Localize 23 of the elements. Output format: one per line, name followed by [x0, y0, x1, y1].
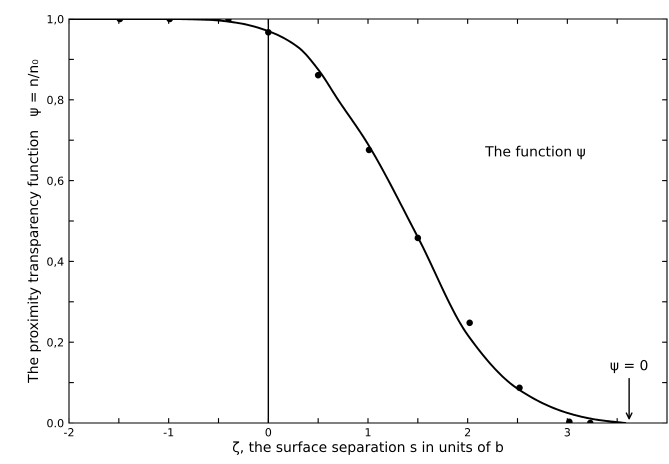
y-tick-label: 0,8	[47, 96, 64, 106]
point	[314, 72, 322, 78]
x-tick-label: 2	[464, 428, 470, 436]
x-tick-label: 0	[266, 428, 272, 436]
point	[466, 320, 473, 326]
annotation: The function ψ	[485, 146, 585, 160]
y-tick-label: 0,2	[47, 338, 64, 348]
y-tick-label: 0,6	[47, 176, 64, 186]
x-tick-label: 1	[366, 428, 371, 436]
y-axis-title: The proximity transparency function ψ = n/n₀	[27, 60, 41, 383]
y-tick-label: 1,0	[48, 14, 64, 25]
x-axis-title: ζ, the surface separation s in units of b	[232, 441, 504, 455]
point	[566, 418, 573, 423]
x-tick-label: -1	[164, 428, 174, 436]
x-tick-label: 3	[564, 428, 570, 436]
x-tick-label: -2	[64, 428, 74, 436]
y-tick-label: 0,4	[47, 257, 64, 267]
y-tick-label: 0.0	[47, 418, 64, 428]
point	[265, 29, 272, 36]
point	[366, 146, 372, 154]
annotation: ψ = 0	[610, 360, 648, 374]
point	[414, 234, 422, 242]
point	[516, 384, 523, 392]
